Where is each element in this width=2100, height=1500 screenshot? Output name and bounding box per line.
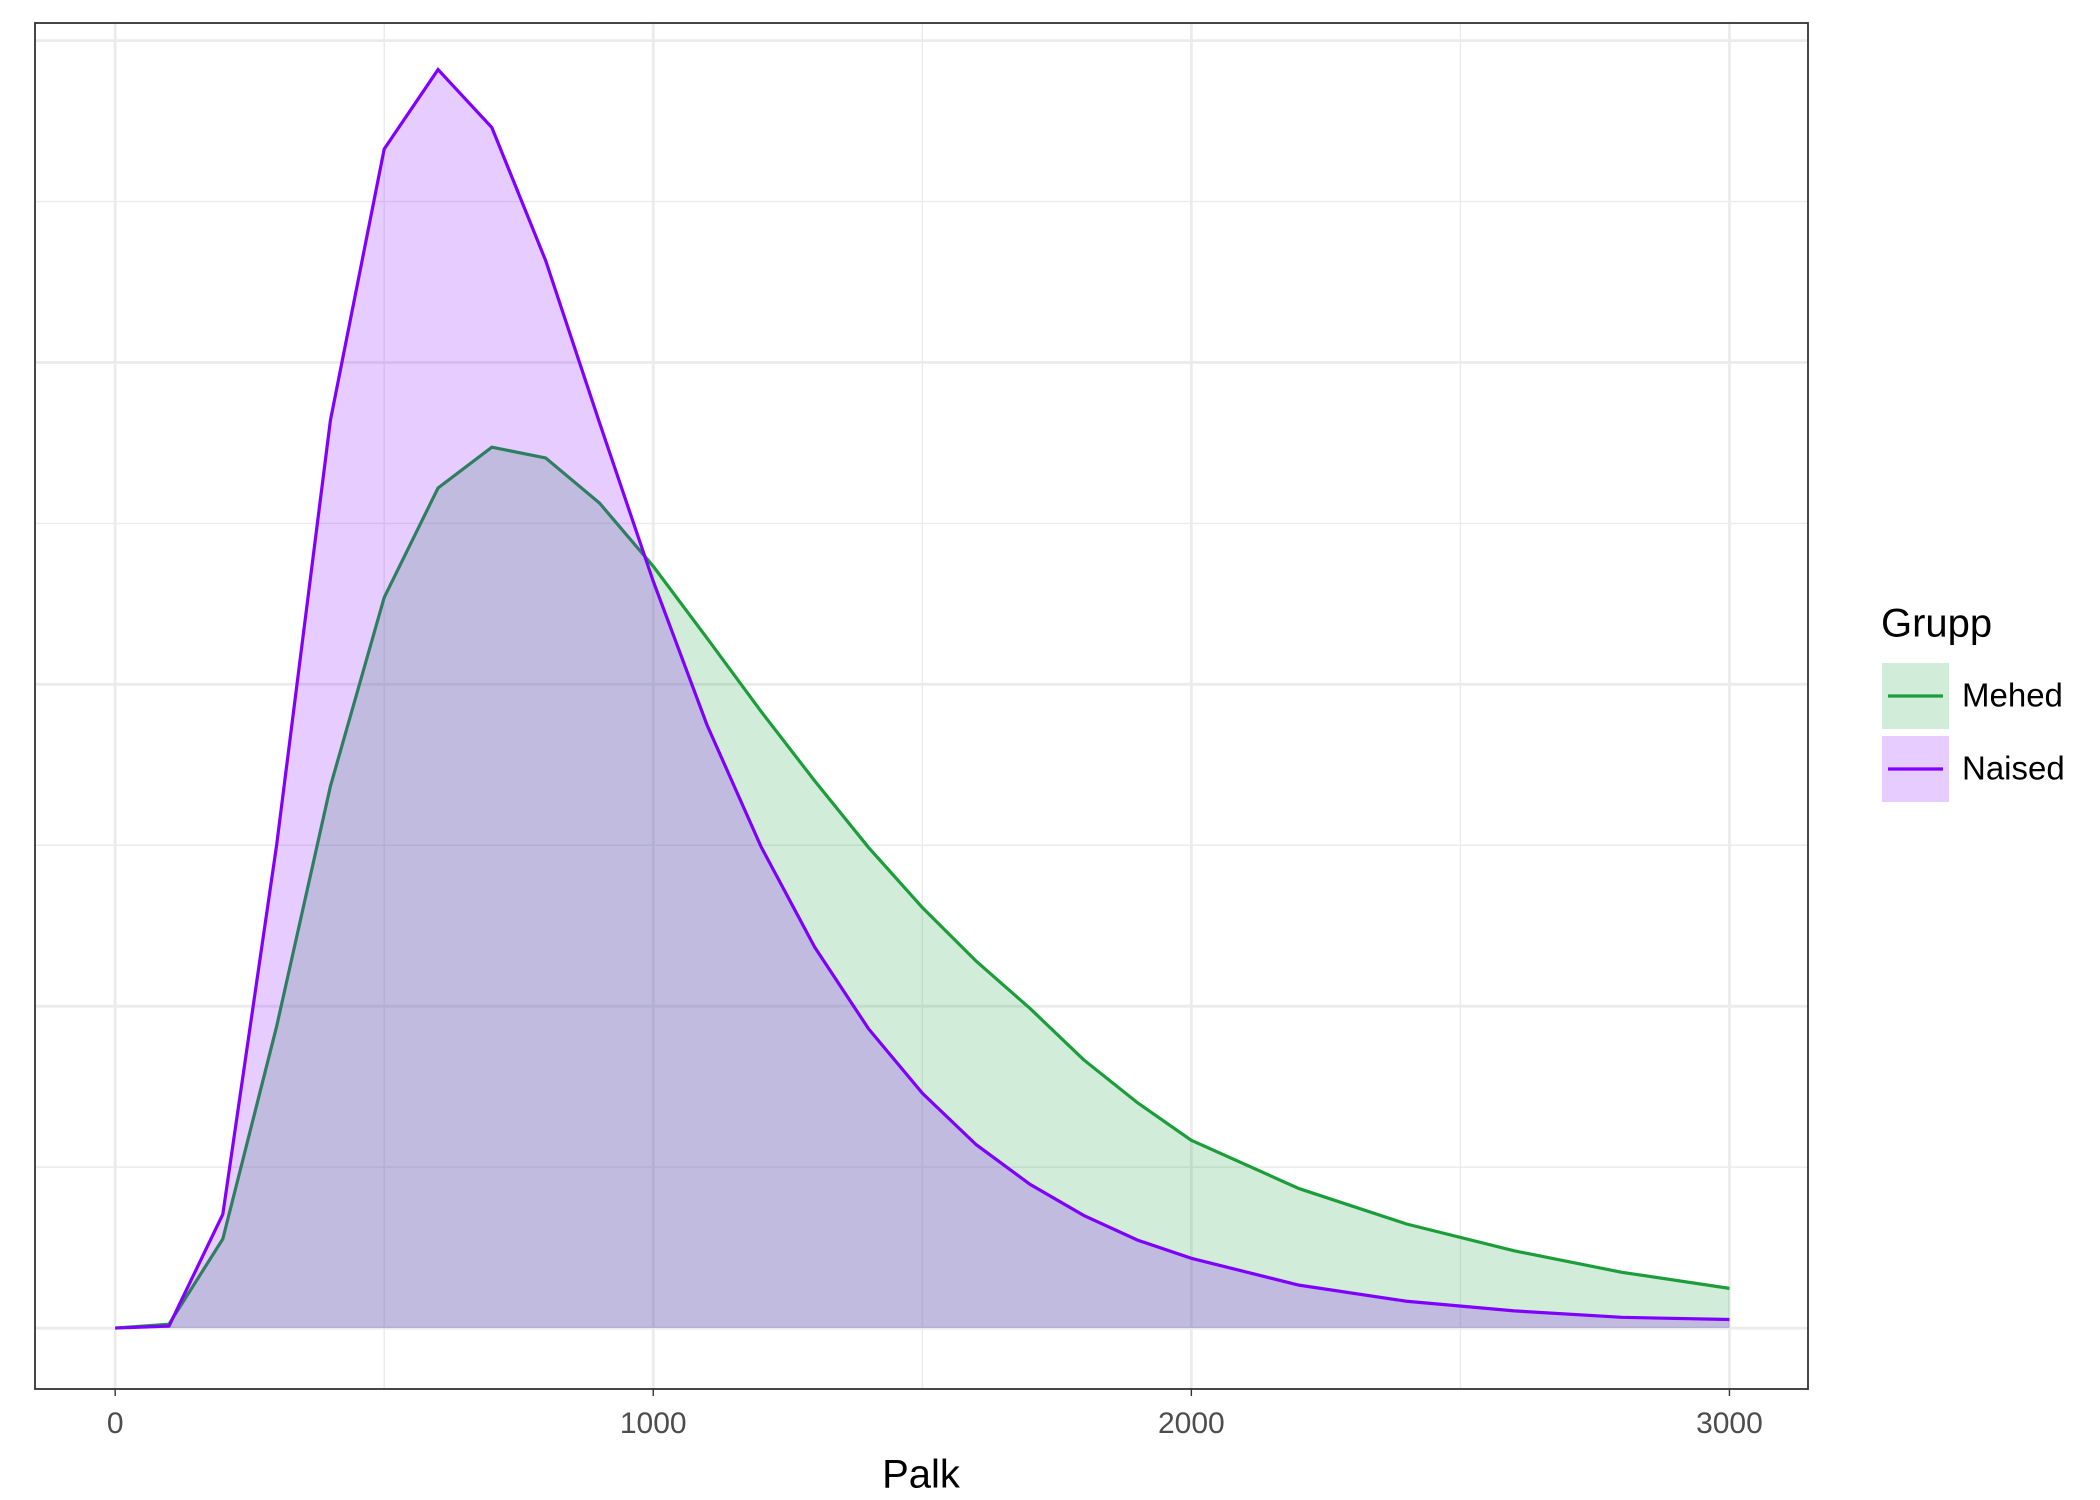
density-line [115, 445, 1730, 1330]
density-area [115, 447, 1730, 1329]
density-line [115, 66, 1730, 1330]
plot-background [35, 23, 1808, 1389]
x-tick-label: 3000 [1696, 1407, 1763, 1440]
x-tick-label: 2000 [1158, 1407, 1225, 1440]
x-tick-label: 1000 [620, 1407, 687, 1440]
density-area [115, 69, 1730, 1329]
legend-label: Mehed [1962, 677, 2063, 714]
legend-label: Naised [1962, 750, 2065, 787]
x-axis-label: Palk [882, 1453, 961, 1497]
x-tick-label: 0 [107, 1407, 124, 1440]
legend-title: Grupp [1881, 602, 1992, 646]
plot-border [34, 22, 1809, 1390]
